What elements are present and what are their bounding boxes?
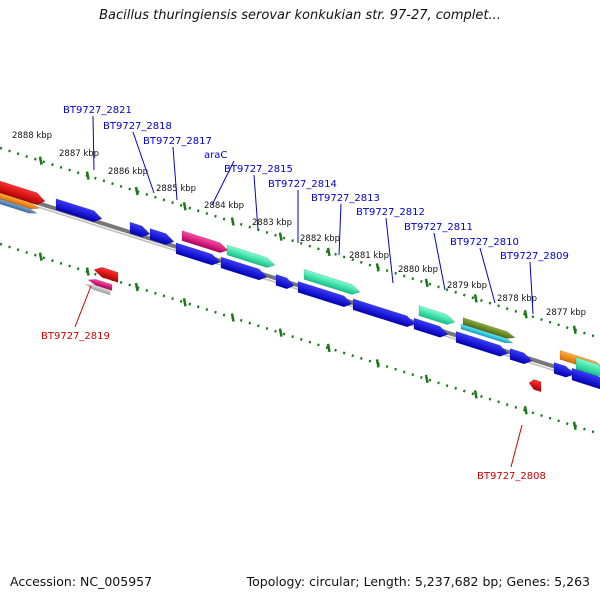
gene-label-reverse[interactable]: BT9727_2819 xyxy=(41,331,110,342)
tick-mark-inner xyxy=(375,359,380,368)
gene-arrow[interactable] xyxy=(55,198,103,225)
gene-label-forward[interactable]: BT9727_2810 xyxy=(450,237,519,248)
gene-label-forward[interactable]: BT9727_2821 xyxy=(63,105,132,116)
gene-label-forward[interactable]: BT9727_2812 xyxy=(356,207,425,218)
kbp-tick-label: 2881 kbp xyxy=(349,251,389,261)
gene-arrow[interactable] xyxy=(275,274,295,291)
tick-mark-inner xyxy=(424,374,429,384)
gene-arrow[interactable] xyxy=(149,228,175,248)
gene-arrow[interactable] xyxy=(129,221,151,239)
kbp-tick-label: 2886 kbp xyxy=(108,167,148,177)
gene-leader-line xyxy=(433,232,446,291)
tick-mark-inner xyxy=(230,313,235,322)
gene-arrow[interactable] xyxy=(93,265,119,283)
kbp-tick-label: 2883 kbp xyxy=(252,218,292,228)
gene-label-forward[interactable]: BT9727_2814 xyxy=(268,179,337,190)
gene-label-forward[interactable]: BT9727_2818 xyxy=(103,121,172,132)
gene-arrow[interactable] xyxy=(462,317,516,341)
kbp-tick-label: 2882 kbp xyxy=(300,234,340,244)
gene-arrow[interactable] xyxy=(226,244,276,270)
gene-leader-line xyxy=(510,424,523,468)
gene-arrow[interactable] xyxy=(352,298,416,330)
kbp-tick-label: 2884 kbp xyxy=(204,201,244,211)
gene-label-forward[interactable]: BT9727_2811 xyxy=(404,222,473,233)
kbp-tick-label: 2879 kbp xyxy=(447,281,487,291)
gene-leader-line xyxy=(479,247,496,304)
gene-arrow[interactable] xyxy=(413,317,449,340)
gene-arrow[interactable] xyxy=(528,378,542,393)
tick-mark-outer xyxy=(182,202,187,211)
tick-mark-inner xyxy=(326,343,331,353)
gene-label-forward[interactable]: BT9727_2815 xyxy=(224,164,293,175)
gene-arrow[interactable] xyxy=(571,367,600,393)
gene-arrow[interactable] xyxy=(460,323,514,345)
tick-mark-outer xyxy=(38,156,43,165)
gene-arrow[interactable] xyxy=(181,230,229,256)
tick-mark-inner xyxy=(134,282,139,292)
tick-mark-inner xyxy=(38,252,43,261)
tick-mark-inner xyxy=(572,421,577,430)
gene-label-reverse[interactable]: BT9727_2808 xyxy=(477,471,546,482)
gene-leader-line xyxy=(172,146,178,201)
kbp-tick-label: 2877 kbp xyxy=(546,308,586,318)
tick-mark-outer xyxy=(85,171,90,180)
tick-mark-outer xyxy=(572,325,577,334)
gene-leader-line xyxy=(338,203,342,256)
gene-leader-line xyxy=(74,285,92,328)
gene-arrow[interactable] xyxy=(575,357,600,378)
accession-text: Accession: NC_005957 xyxy=(10,574,153,589)
tick-mark-outer xyxy=(473,294,478,303)
gene-leader-line xyxy=(253,174,259,231)
kbp-tick-label: 2888 kbp xyxy=(12,131,52,141)
gene-arrow[interactable] xyxy=(0,179,46,207)
gene-leader-line xyxy=(385,217,394,284)
genome-summary-text: Topology: circular; Length: 5,237,682 bp… xyxy=(246,574,590,589)
gene-leader-line xyxy=(529,261,534,315)
tick-mark-outer xyxy=(278,232,283,241)
kbp-tick-label: 2880 kbp xyxy=(398,265,438,275)
gene-arrow[interactable] xyxy=(303,268,361,297)
gene-leader-line xyxy=(92,115,95,171)
tick-mark-outer xyxy=(523,310,528,319)
gene-arrow[interactable] xyxy=(509,348,533,367)
tick-mark-outer xyxy=(134,186,139,196)
gene-arrow[interactable] xyxy=(0,197,38,215)
kbp-tick-label: 2878 kbp xyxy=(497,294,537,304)
gene-arrow[interactable] xyxy=(455,331,509,358)
gene-label-forward[interactable]: BT9727_2813 xyxy=(311,193,380,204)
tick-mark-outer xyxy=(375,263,380,272)
gene-arrow[interactable] xyxy=(418,305,456,327)
tick-mark-inner xyxy=(523,406,528,415)
kbp-tick-label: 2887 kbp xyxy=(59,149,99,159)
gene-arrow[interactable] xyxy=(553,362,575,379)
tick-mark-inner xyxy=(182,298,187,307)
gene-arrow[interactable] xyxy=(220,256,268,283)
gene-label-forward[interactable]: BT9727_2809 xyxy=(500,251,569,262)
gene-arrow[interactable] xyxy=(85,282,111,296)
tick-mark-outer xyxy=(326,247,331,257)
map-title: Bacillus thuringiensis serovar konkukian… xyxy=(99,8,501,23)
tick-mark-inner xyxy=(85,267,90,276)
tick-mark-inner xyxy=(473,390,478,399)
tick-mark-outer xyxy=(230,217,235,226)
gene-arrow[interactable] xyxy=(175,242,221,268)
gene-leader-line xyxy=(211,160,235,206)
gene-arrow[interactable] xyxy=(297,281,353,309)
tick-mark-outer xyxy=(424,278,429,288)
gene-leader-line xyxy=(132,131,155,194)
gene-arrow[interactable] xyxy=(0,191,40,211)
tick-mark-inner xyxy=(278,328,283,337)
gene-label-forward[interactable]: BT9727_2817 xyxy=(143,136,212,147)
gene-label-forward[interactable]: araC xyxy=(204,150,227,161)
